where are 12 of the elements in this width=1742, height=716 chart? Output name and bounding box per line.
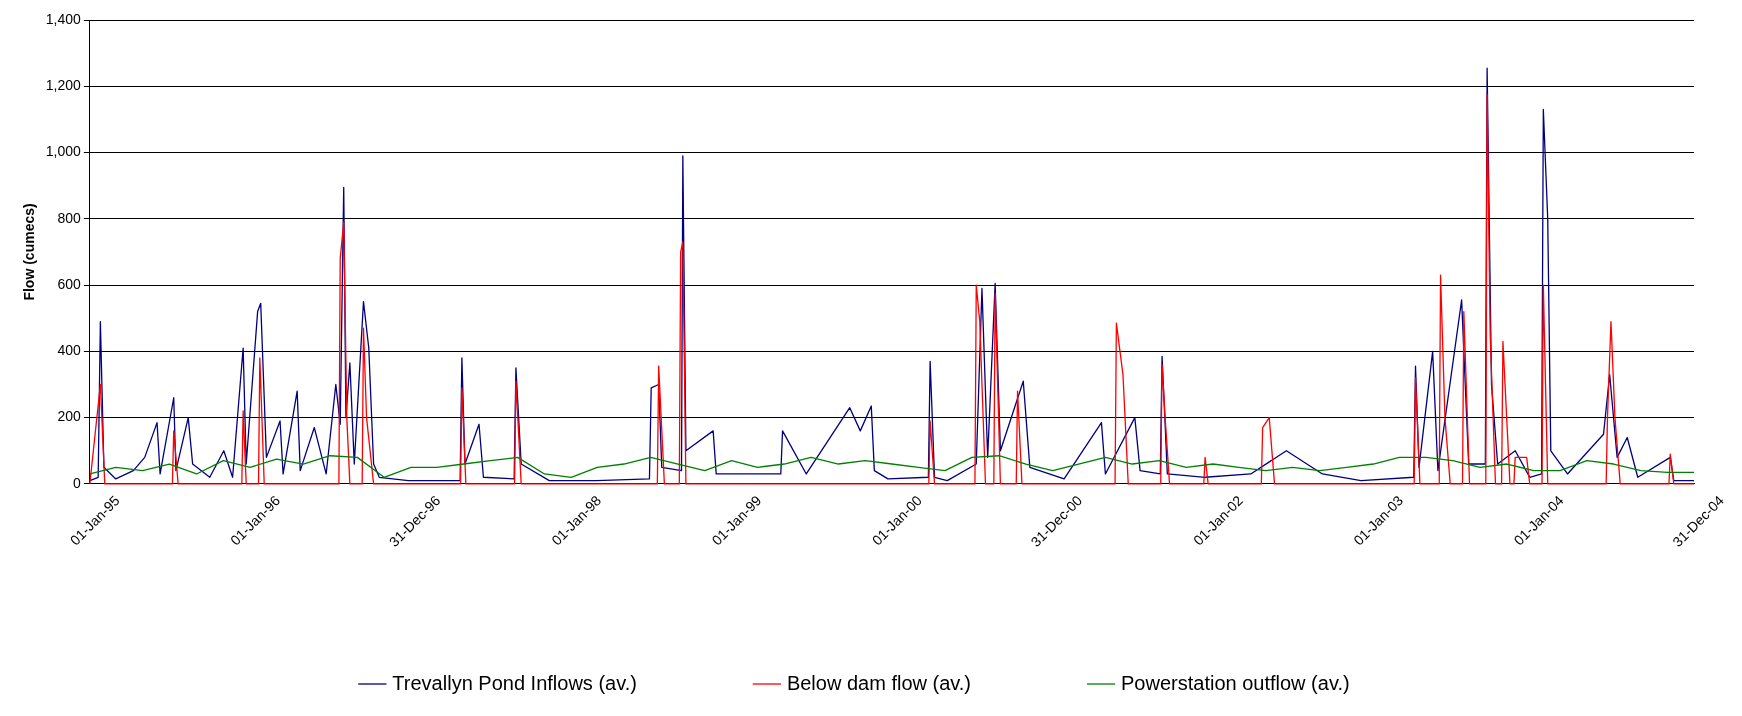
legend-label: Powerstation outflow (av.) (1121, 671, 1350, 694)
y-tick-label: 400 (57, 342, 82, 359)
y-tick-label: 800 (57, 209, 82, 226)
legend-label: Trevallyn Pond Inflows (av.) (392, 671, 637, 694)
legend-label: Below dam flow (av.) (786, 671, 972, 694)
y-tick-label: 600 (57, 275, 82, 292)
y-tick-label: 0 (73, 474, 82, 491)
y-axis-title: Flow (cumecs) (21, 203, 38, 301)
y-tick-label: 1,200 (45, 77, 82, 94)
y-tick-label: 1,000 (45, 143, 82, 160)
y-tick-label: 1,400 (45, 10, 82, 27)
y-tick-label: 200 (57, 408, 82, 425)
